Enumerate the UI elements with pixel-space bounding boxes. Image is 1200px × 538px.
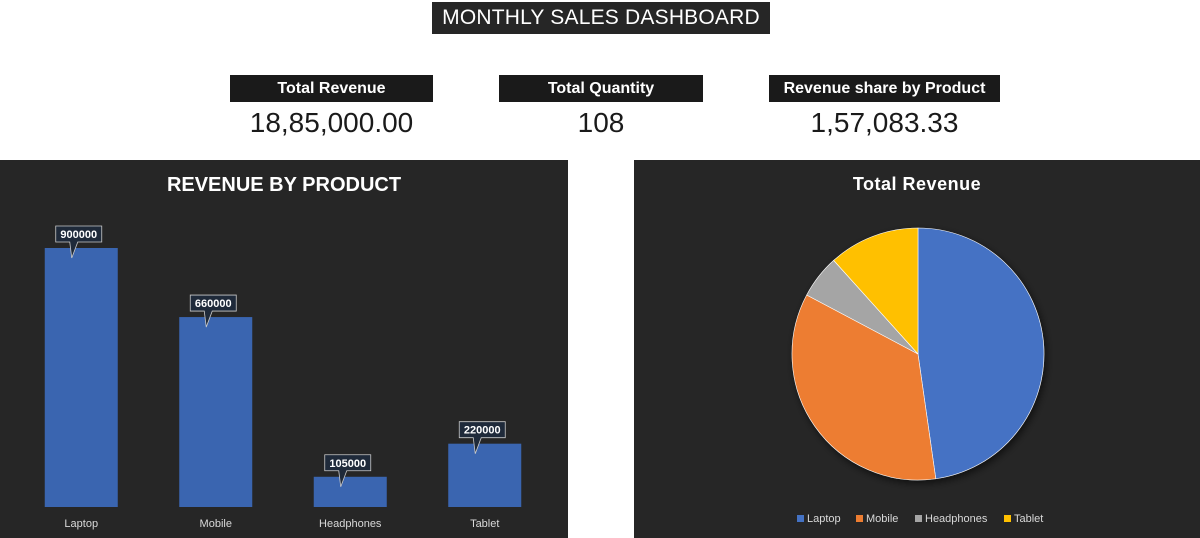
kpi-total-revenue-value: 18,85,000.00 bbox=[249, 107, 414, 138]
kpi-total-quantity-value: 108 bbox=[577, 107, 625, 138]
bar-mobile bbox=[179, 317, 253, 507]
bar-data-label-headphones: 105000 bbox=[324, 454, 372, 487]
svg-text:Tablet: Tablet bbox=[1014, 513, 1043, 525]
bar-headphones bbox=[313, 476, 387, 507]
bar-data-label-tablet: 220000 bbox=[458, 421, 506, 454]
bar-tablet bbox=[448, 443, 522, 507]
svg-text:220000: 220000 bbox=[464, 425, 501, 437]
bar-data-label-mobile: 660000 bbox=[189, 294, 237, 328]
svg-text:Mobile: Mobile bbox=[866, 513, 898, 525]
bar-data-label-laptop: 900000 bbox=[55, 225, 103, 259]
kpi-total-quantity-label: Total Quantity bbox=[499, 75, 703, 102]
x-tick-label-tablet: Tablet bbox=[470, 518, 499, 530]
pie-chart-title: Total Revenue bbox=[852, 174, 982, 194]
svg-text:660000: 660000 bbox=[195, 298, 232, 310]
kpi-revenue-share-value: 1,57,083.33 bbox=[810, 107, 959, 138]
legend-item-mobile: Mobile bbox=[856, 513, 898, 525]
x-tick-label-headphones: Headphones bbox=[319, 518, 382, 530]
bar-laptop bbox=[44, 248, 118, 507]
svg-text:900000: 900000 bbox=[60, 229, 97, 241]
legend-item-laptop: Laptop bbox=[797, 513, 841, 525]
bar-chart: 900000 Laptop 660000 Mobile 105000 Headphones… bbox=[44, 225, 522, 530]
dashboard-title: MONTHLY SALES DASHBOARD bbox=[432, 2, 770, 34]
bar-chart-title: REVENUE BY PRODUCT bbox=[166, 174, 402, 196]
svg-text:Headphones: Headphones bbox=[925, 513, 988, 525]
legend-item-headphones: Headphones bbox=[915, 513, 988, 525]
pie-slice-mobile bbox=[791, 294, 937, 481]
svg-text:105000: 105000 bbox=[329, 458, 366, 470]
x-tick-label-mobile: Mobile bbox=[200, 518, 232, 530]
kpi-total-revenue-label: Total Revenue bbox=[230, 75, 433, 102]
svg-text:Laptop: Laptop bbox=[807, 513, 841, 525]
pie-slice-tablet bbox=[833, 227, 919, 355]
legend-item-tablet: Tablet bbox=[1004, 513, 1043, 525]
x-tick-label-laptop: Laptop bbox=[64, 518, 98, 530]
pie-slice-laptop bbox=[917, 227, 1045, 480]
kpi-revenue-share-label: Revenue share by Product bbox=[769, 75, 1000, 102]
